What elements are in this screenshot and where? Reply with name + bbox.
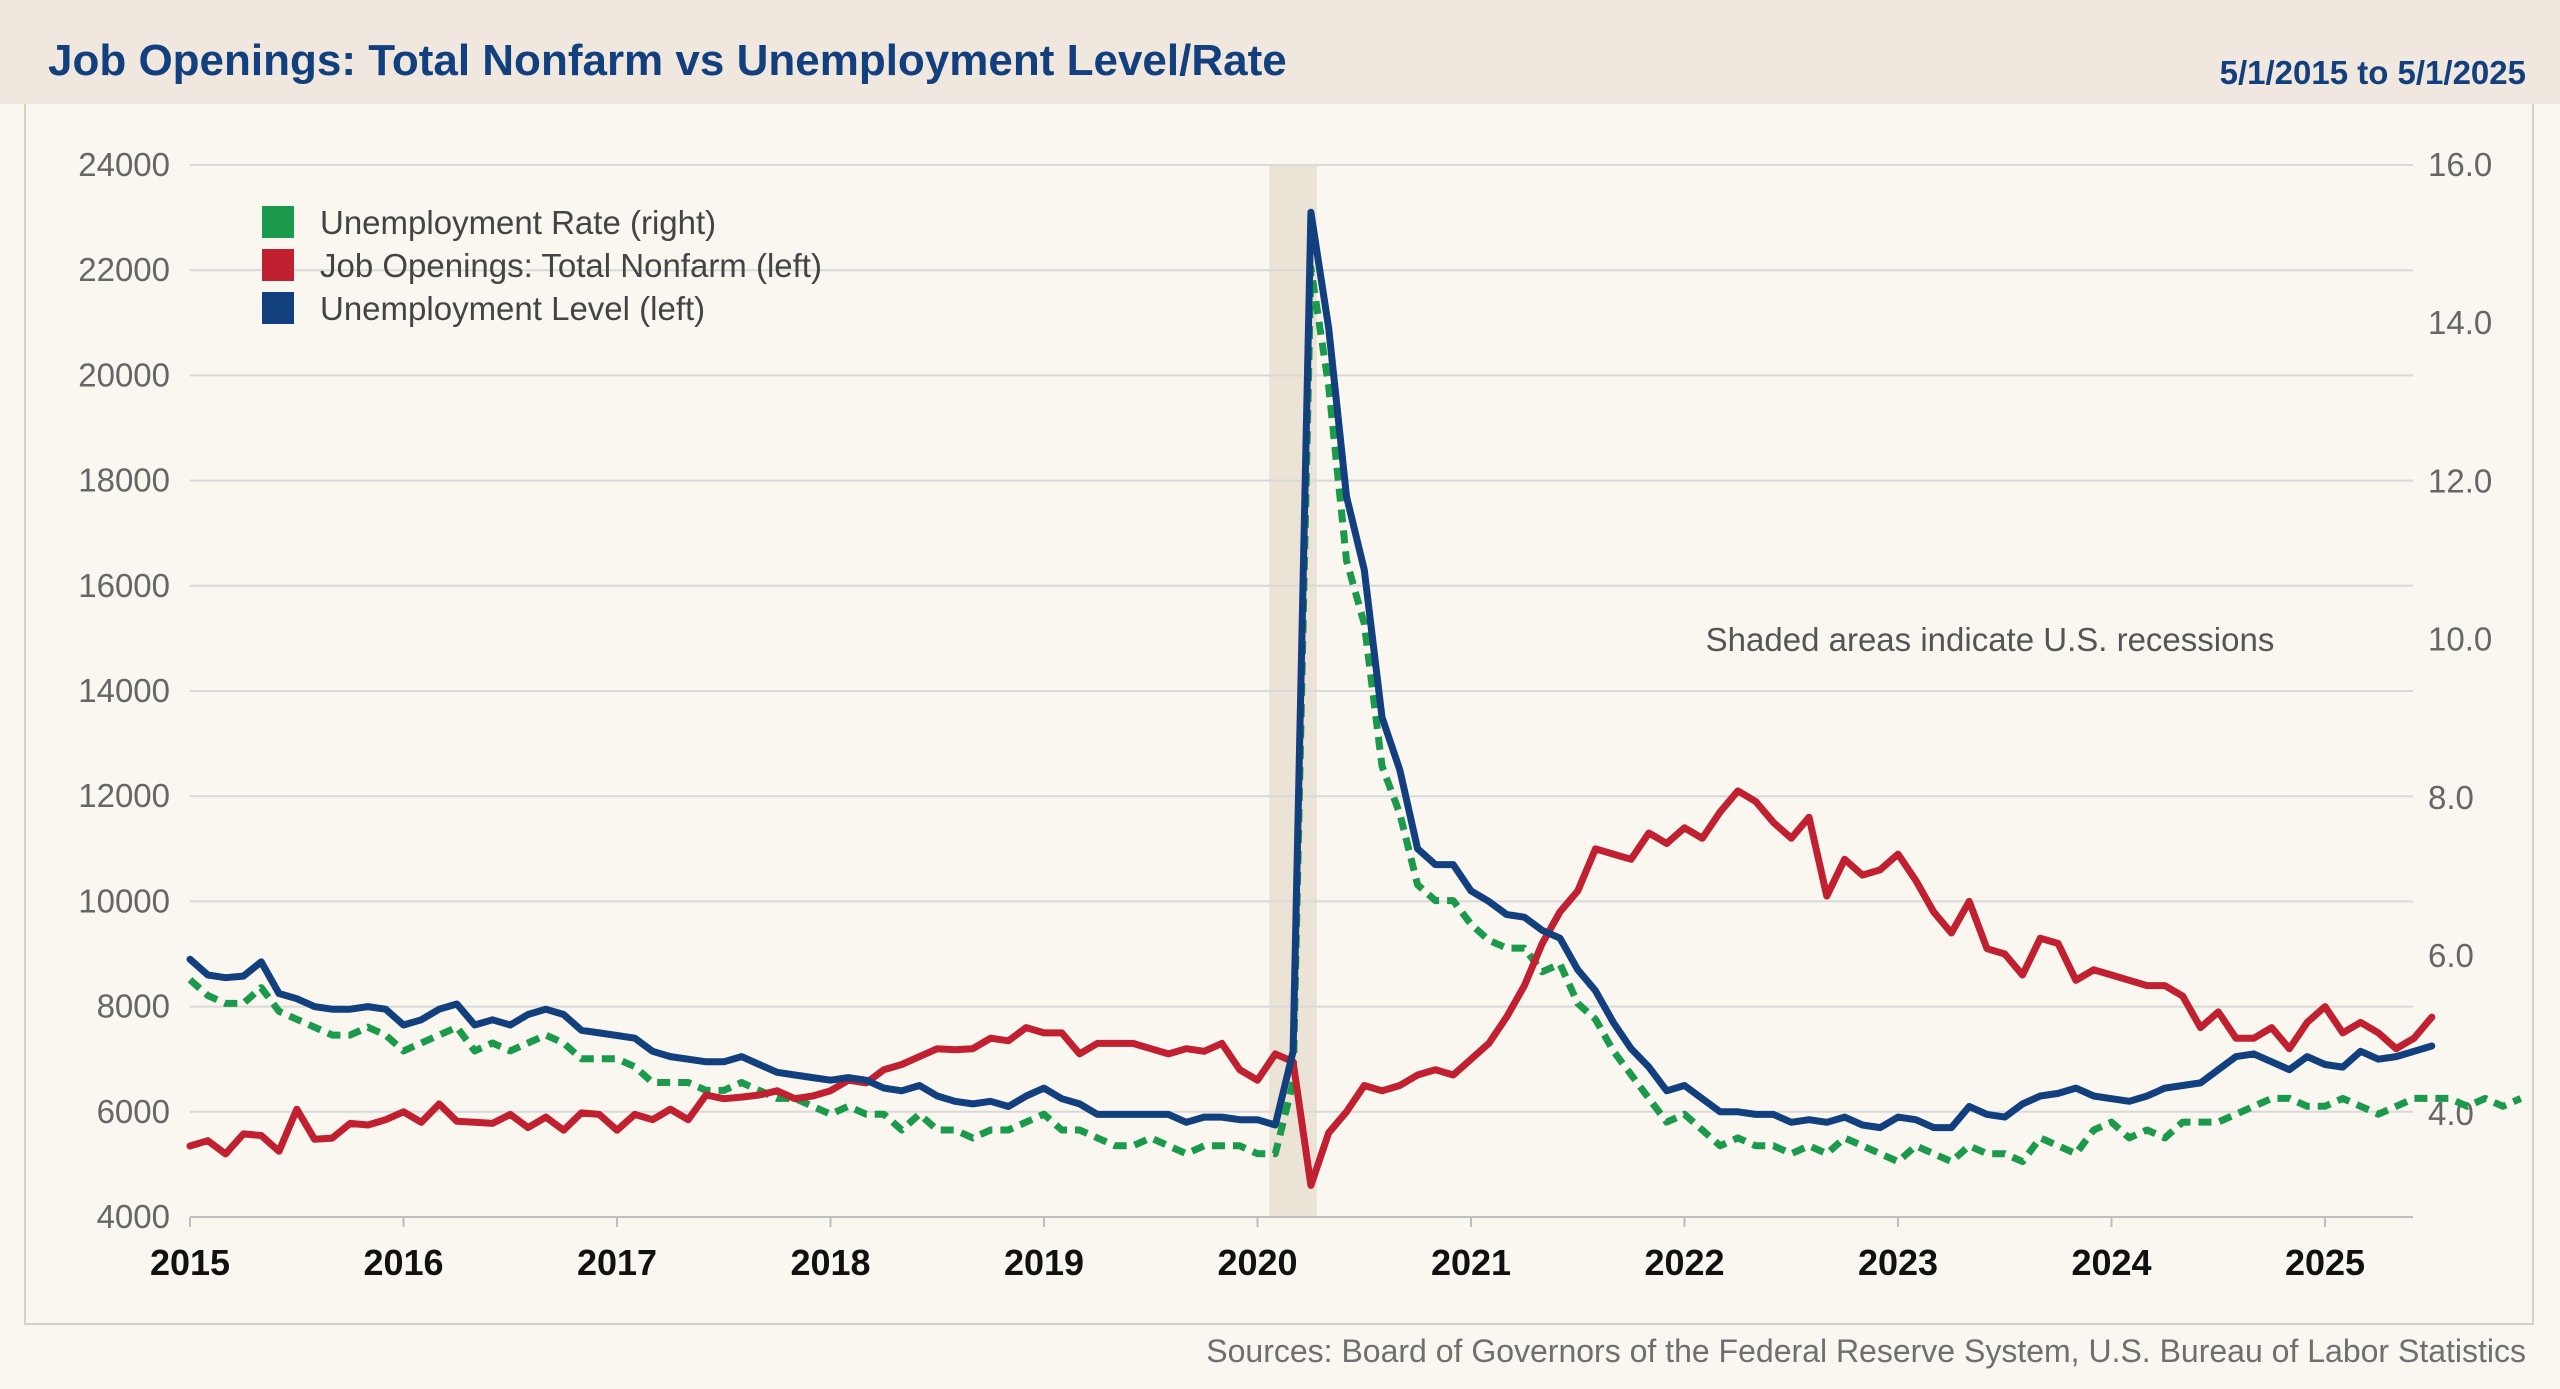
y-left-tick-label: 12000	[78, 777, 170, 814]
y-right-tick-label: 6.0	[2428, 937, 2474, 974]
y-left-tick-label: 8000	[97, 988, 170, 1025]
y-right-tick-label: 14.0	[2428, 304, 2492, 341]
legend-swatch	[262, 206, 294, 238]
legend-swatch	[262, 292, 294, 324]
y-right-tick-label: 10.0	[2428, 621, 2492, 658]
y-left-tick-label: 16000	[78, 567, 170, 604]
legend-label: Unemployment Rate (right)	[320, 204, 716, 241]
y-left-tick-label: 20000	[78, 356, 170, 393]
y-right-tick-label: 8.0	[2428, 779, 2474, 816]
y-right-tick-label: 4.0	[2428, 1095, 2474, 1132]
y-left-tick-label: 18000	[78, 462, 170, 499]
y-left-tick-label: 14000	[78, 672, 170, 709]
x-tick-label: 2015	[150, 1242, 230, 1283]
x-tick-label: 2025	[2285, 1242, 2365, 1283]
chart-title: Job Openings: Total Nonfarm vs Unemploym…	[48, 36, 1287, 85]
x-tick-label: 2024	[2071, 1242, 2151, 1283]
x-tick-label: 2018	[790, 1242, 870, 1283]
y-left-tick-label: 6000	[97, 1093, 170, 1130]
x-tick-label: 2022	[1644, 1242, 1724, 1283]
y-left-tick-label: 24000	[78, 146, 170, 183]
sources-note: Sources: Board of Governors of the Feder…	[1206, 1333, 2526, 1369]
x-tick-label: 2017	[577, 1242, 657, 1283]
x-tick-label: 2021	[1431, 1242, 1511, 1283]
x-tick-label: 2019	[1004, 1242, 1084, 1283]
y-left-tick-label: 10000	[78, 882, 170, 919]
legend-swatch	[262, 249, 294, 281]
legend-label: Job Openings: Total Nonfarm (left)	[320, 247, 822, 284]
x-tick-label: 2020	[1217, 1242, 1297, 1283]
x-tick-label: 2023	[1858, 1242, 1938, 1283]
legend-label: Unemployment Level (left)	[320, 290, 705, 327]
header-bar: Job Openings: Total Nonfarm vs Unemploym…	[0, 0, 2560, 104]
y-right-tick-label: 16.0	[2428, 146, 2492, 183]
y-left-tick-label: 22000	[78, 251, 170, 288]
recession-annotation: Shaded areas indicate U.S. recessions	[1706, 621, 2275, 658]
y-right-tick-label: 12.0	[2428, 462, 2492, 499]
series-line-2	[186, 208, 2436, 1132]
x-tick-label: 2016	[363, 1242, 443, 1283]
y-left-tick-label: 4000	[97, 1198, 170, 1235]
date-range: 5/1/2015 to 5/1/2025	[2219, 54, 2526, 91]
series-line-0	[187, 264, 2523, 1166]
series-line-1	[186, 787, 2436, 1189]
